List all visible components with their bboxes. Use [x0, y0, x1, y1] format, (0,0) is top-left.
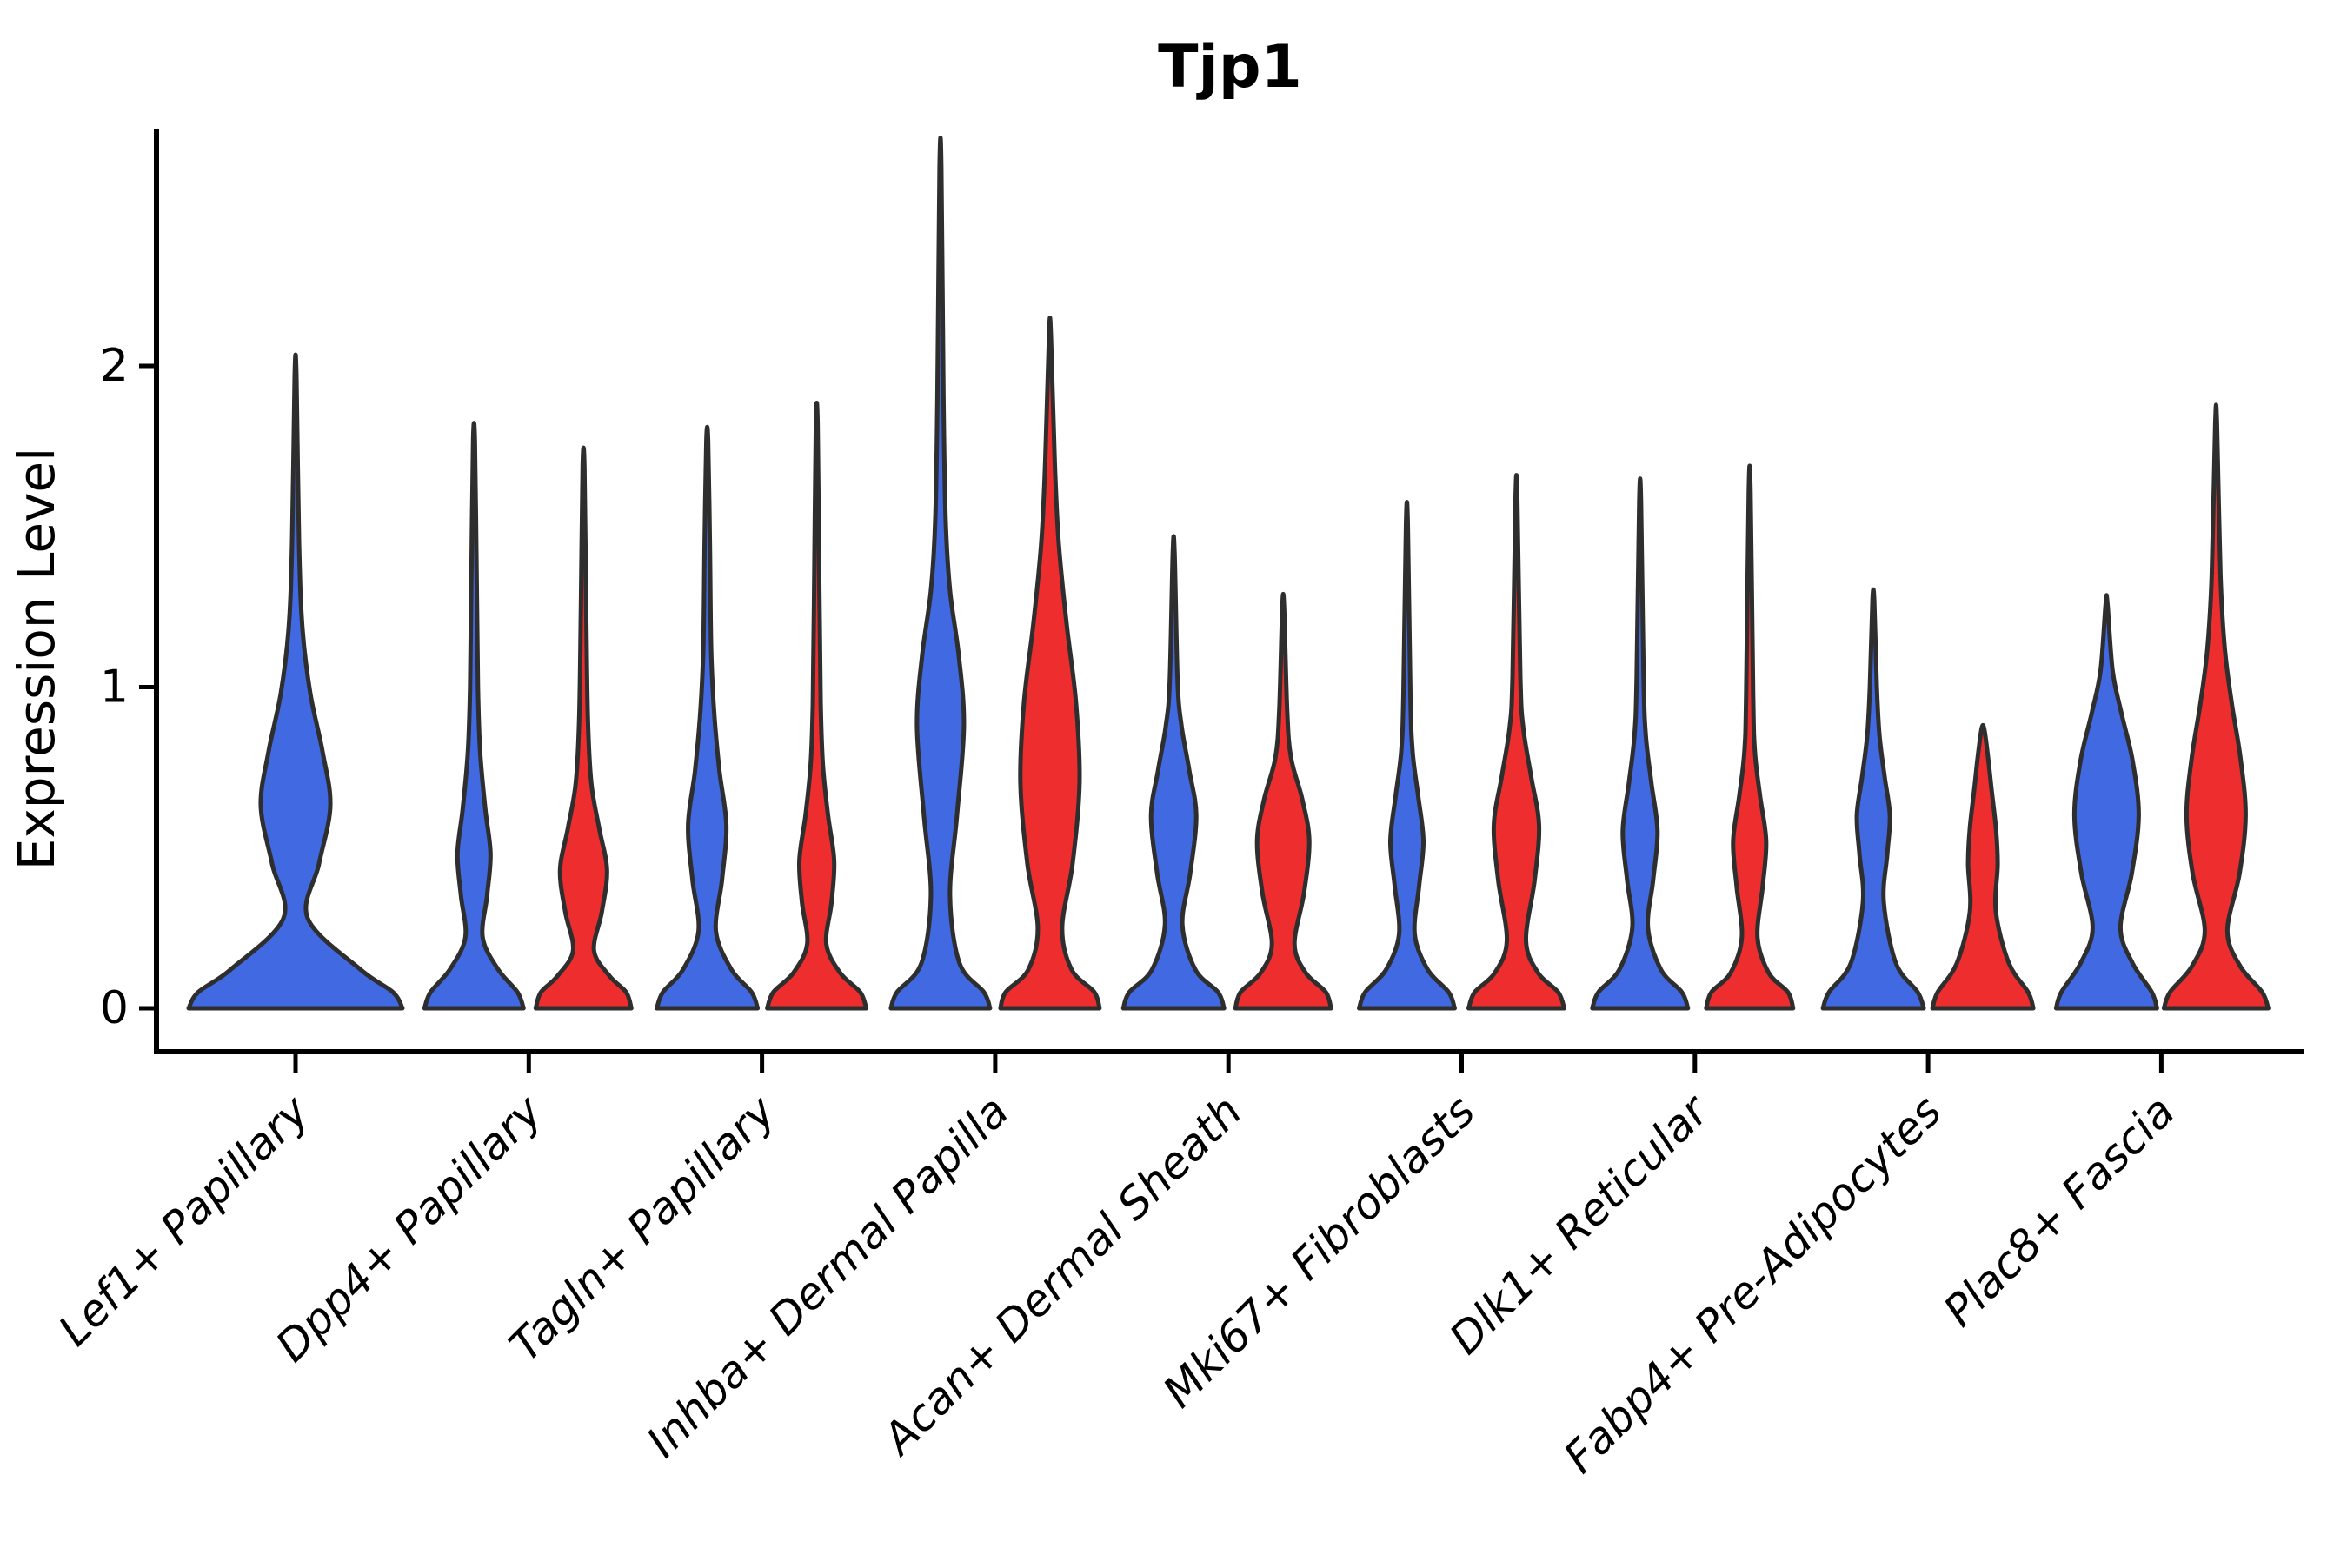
y-tick-label: 1: [100, 661, 129, 714]
y-tick-label: 2: [100, 340, 129, 392]
violin: [1120, 534, 1227, 1011]
violin: [533, 445, 634, 1011]
violin: [1820, 587, 1926, 1011]
violin: [1357, 500, 1457, 1011]
y-tick-label: 0: [100, 982, 129, 1034]
plot-title: Tjp1: [1158, 33, 1302, 102]
violin: [1466, 473, 1566, 1011]
violin: [2053, 593, 2159, 1011]
violin: [1704, 463, 1796, 1011]
x-tick-label: Fabp4+ Pre-Adipocytes: [1554, 1086, 1951, 1483]
violin: [998, 316, 1102, 1011]
violin: [888, 136, 993, 1011]
y-axis-label: Expression Level: [7, 448, 66, 870]
violin: [765, 401, 869, 1011]
violin: [1233, 591, 1333, 1011]
violin: [1930, 722, 2036, 1011]
x-tick-label: Lef1+ Papillary: [49, 1085, 319, 1355]
x-tick-label: Dlk1+ Reticular: [1440, 1084, 1720, 1364]
violin: [1590, 476, 1691, 1011]
x-tick-label: Plac8+ Fascia: [1934, 1086, 2184, 1336]
violin: [422, 421, 526, 1011]
violin: [186, 352, 405, 1011]
violin-layer: [186, 136, 2271, 1011]
violin: [655, 424, 761, 1011]
violin: [2161, 402, 2271, 1011]
